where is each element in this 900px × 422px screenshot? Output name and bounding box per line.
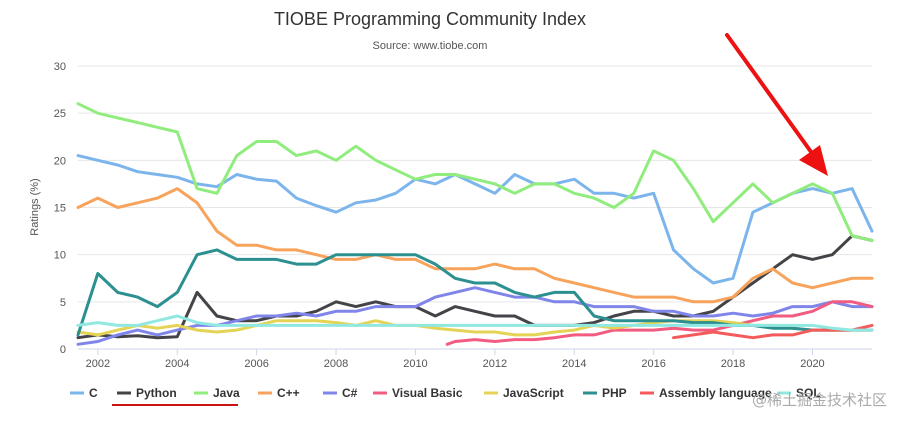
- x-tick-label: 2020: [800, 358, 824, 370]
- series-line-c-[interactable]: [76, 187, 874, 304]
- y-tick-label: 20: [54, 155, 66, 167]
- x-tick-label: 2004: [165, 358, 189, 370]
- legend-item-sql[interactable]: SQL: [777, 386, 821, 400]
- x-tick-label: 2012: [483, 358, 507, 370]
- y-tick-label: 5: [60, 297, 66, 309]
- annotation-arrow: [725, 33, 828, 176]
- legend-item-java[interactable]: Java: [194, 386, 240, 400]
- legend-label: Python: [136, 386, 177, 400]
- legend-item-assembly-language[interactable]: Assembly language: [640, 386, 772, 400]
- legend-item-c[interactable]: C: [70, 386, 98, 400]
- x-tick-label: 2002: [86, 358, 110, 370]
- x-tick-label: 2014: [562, 358, 586, 370]
- y-tick-label: 30: [54, 61, 66, 73]
- x-tick-label: 2006: [244, 358, 268, 370]
- series-line-visual-basic[interactable]: [445, 300, 874, 346]
- legend-label: Assembly language: [659, 386, 772, 400]
- legend: C Python Java C++ C# Visual Basic JavaScript PH…: [70, 386, 821, 400]
- legend-label: C#: [342, 386, 358, 400]
- series-line-c[interactable]: [76, 154, 874, 285]
- legend-label: JavaScript: [503, 386, 564, 400]
- watermark: @稀土掘金技术社区: [752, 391, 887, 409]
- legend-label: C: [89, 386, 98, 400]
- x-tick-label: 2008: [324, 358, 348, 370]
- y-axis-ticks: 0 5 10 15 20 25 30: [54, 61, 66, 356]
- chart-title: TIOBE Programming Community Index: [274, 9, 586, 29]
- series-line-javascript[interactable]: [76, 319, 874, 337]
- series-line-c-[interactable]: [76, 286, 874, 346]
- series-line-java[interactable]: [76, 102, 874, 242]
- y-axis-title: Ratings (%): [29, 178, 41, 235]
- x-axis-ticks: 2002 2004 2006 2008 2010 2012 2014 2016 2018 2020: [86, 349, 825, 370]
- legend-item-php[interactable]: PHP: [583, 386, 627, 400]
- gridlines: [78, 65, 872, 350]
- y-tick-label: 25: [54, 108, 66, 120]
- legend-item-python[interactable]: Python: [117, 386, 177, 400]
- y-tick-label: 10: [54, 250, 66, 262]
- series-lines: [76, 102, 874, 346]
- legend-item-c-[interactable]: C++: [258, 386, 300, 400]
- legend-label: Visual Basic: [392, 386, 463, 400]
- x-tick-label: 2018: [721, 358, 745, 370]
- y-tick-label: 15: [54, 203, 66, 215]
- legend-label: SQL: [796, 386, 821, 400]
- legend-item-c-[interactable]: C#: [323, 386, 358, 400]
- legend-item-visual-basic[interactable]: Visual Basic: [373, 386, 463, 400]
- x-tick-label: 2016: [641, 358, 665, 370]
- legend-label: Java: [213, 386, 240, 400]
- legend-label: C++: [277, 386, 300, 400]
- series-line-sql[interactable]: [76, 314, 874, 332]
- y-tick-label: 0: [60, 344, 66, 356]
- legend-item-javascript[interactable]: JavaScript: [484, 386, 564, 400]
- x-tick-label: 2010: [403, 358, 427, 370]
- legend-label: PHP: [602, 386, 627, 400]
- chart-subtitle: Source: www.tiobe.com: [373, 40, 488, 52]
